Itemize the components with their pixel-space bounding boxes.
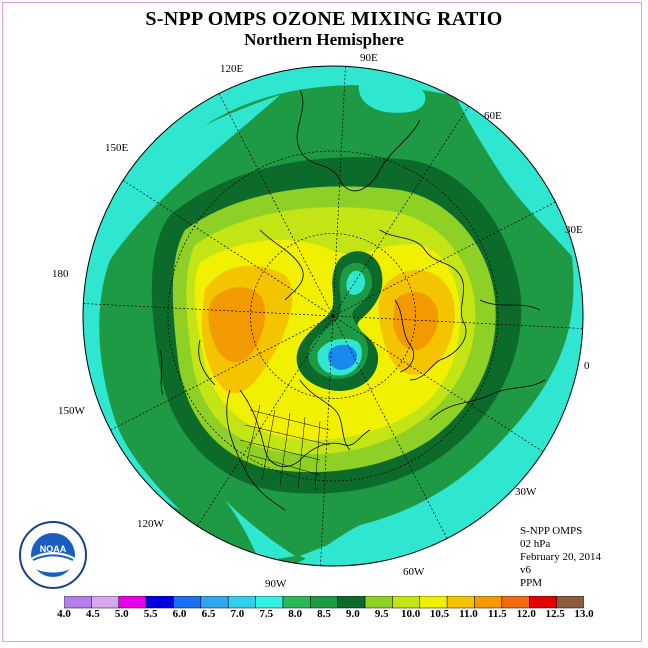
colorbar-label: 8.5 xyxy=(317,608,331,620)
contour-8.0-ne xyxy=(455,95,583,270)
colorbar-label: 6.0 xyxy=(172,608,187,620)
info-block: S-NPP OMPS 02 hPa February 20, 2014 v6 P… xyxy=(520,525,601,590)
meridian-line xyxy=(332,201,556,317)
lon-label-150w: 150W xyxy=(58,405,85,417)
lon-label-90e: 90E xyxy=(360,52,378,64)
map-border xyxy=(82,65,584,567)
meridian-line xyxy=(332,315,448,539)
map-subtitle: Northern Hemisphere xyxy=(244,30,404,49)
colorbar-swatch xyxy=(64,596,92,609)
colorbar-label: 10.5 xyxy=(429,608,450,620)
noaa-logo-text: NOAA xyxy=(40,544,67,554)
colorbar-swatch xyxy=(474,596,503,609)
colorbar-swatch xyxy=(364,596,393,609)
colorbar-label: 8.0 xyxy=(288,608,302,620)
colorbar-label: 12.0 xyxy=(516,608,536,620)
colorbar-label: 7.0 xyxy=(230,608,245,620)
lon-label-60w: 60W xyxy=(403,566,425,578)
colorbar-swatch xyxy=(91,596,119,609)
lon-label-90w: 90W xyxy=(265,578,287,590)
colorbar-label: 7.5 xyxy=(259,608,274,620)
colorbar-label: 6.5 xyxy=(201,608,216,620)
colorbar-swatch xyxy=(118,596,147,609)
meridian-line xyxy=(218,93,334,317)
info-date: February 20, 2014 xyxy=(520,551,601,563)
meridian-line xyxy=(332,66,346,317)
colorbar-label: 11.5 xyxy=(488,608,507,620)
colorbar-swatch xyxy=(282,596,311,609)
latitude-circle xyxy=(250,233,416,399)
colorbar-label: 4.5 xyxy=(86,608,100,620)
info-version: v6 xyxy=(520,564,531,576)
lon-label-150e: 150E xyxy=(105,142,129,154)
page-frame xyxy=(2,2,642,642)
contour-8.0-west xyxy=(83,95,280,510)
meridian-line xyxy=(83,303,334,317)
meridian-line xyxy=(332,105,469,317)
colorbar-swatch xyxy=(310,596,338,609)
lon-label-120w: 120W xyxy=(137,518,164,530)
meridian-line xyxy=(332,315,583,329)
us-state-lines xyxy=(239,404,331,491)
info-instrument: S-NPP OMPS xyxy=(520,525,583,537)
colorbar-swatch xyxy=(200,596,229,609)
colorbar-swatch xyxy=(529,596,557,609)
latitude-circle xyxy=(167,150,499,482)
lon-label-30w: 30W xyxy=(515,486,537,498)
meridian-line xyxy=(110,315,334,431)
colorbar-swatch xyxy=(419,596,448,609)
colorbar-swatch xyxy=(337,596,366,609)
contour-8.0-south xyxy=(300,515,470,565)
contour-7.0-low xyxy=(328,344,357,370)
info-pressure: 02 hPa xyxy=(520,538,551,550)
colorbar-swatch xyxy=(255,596,284,609)
colorbar-label: 11.0 xyxy=(459,608,478,620)
noaa-logo: NOAA xyxy=(19,521,87,589)
colorbar-swatch xyxy=(392,596,421,609)
meridian-line xyxy=(320,315,334,566)
colorbar-label: 9.0 xyxy=(346,608,360,620)
colorbar-label: 5.5 xyxy=(143,608,158,620)
meridian-line xyxy=(332,315,544,452)
colorbar-label: 5.0 xyxy=(114,608,129,620)
colorbar-swatch xyxy=(556,596,584,609)
colorbar-swatch xyxy=(145,596,174,609)
contour-8.0-east xyxy=(514,390,578,480)
colorbar-label: 13.0 xyxy=(574,608,594,620)
contour-8.0-n xyxy=(358,75,426,113)
lon-label-0: 0 xyxy=(584,360,590,372)
colorbar-swatch xyxy=(446,596,475,609)
graticule xyxy=(83,66,583,566)
meridian-line xyxy=(122,180,334,317)
colorbar-label: 10.0 xyxy=(401,608,421,620)
lon-label-30e: 30E xyxy=(565,224,583,236)
contour-8.0-sw xyxy=(225,500,295,562)
lon-label-60e: 60E xyxy=(484,110,502,122)
info-units: PPM xyxy=(520,577,543,589)
lon-label-180: 180 xyxy=(52,268,69,280)
colorbar-label: 4.0 xyxy=(57,608,71,620)
meridian-line xyxy=(197,315,334,527)
colorbar-label: 9.5 xyxy=(374,608,389,620)
colorbar-label: 12.5 xyxy=(545,608,565,620)
colorbar-swatch xyxy=(227,596,256,609)
lon-label-120e: 120E xyxy=(220,63,244,75)
map-title: S-NPP OMPS OZONE MIXING RATIO xyxy=(145,8,503,30)
colorbar-swatch xyxy=(501,596,530,609)
colorbar xyxy=(64,596,584,609)
colorbar-swatch xyxy=(173,596,202,609)
